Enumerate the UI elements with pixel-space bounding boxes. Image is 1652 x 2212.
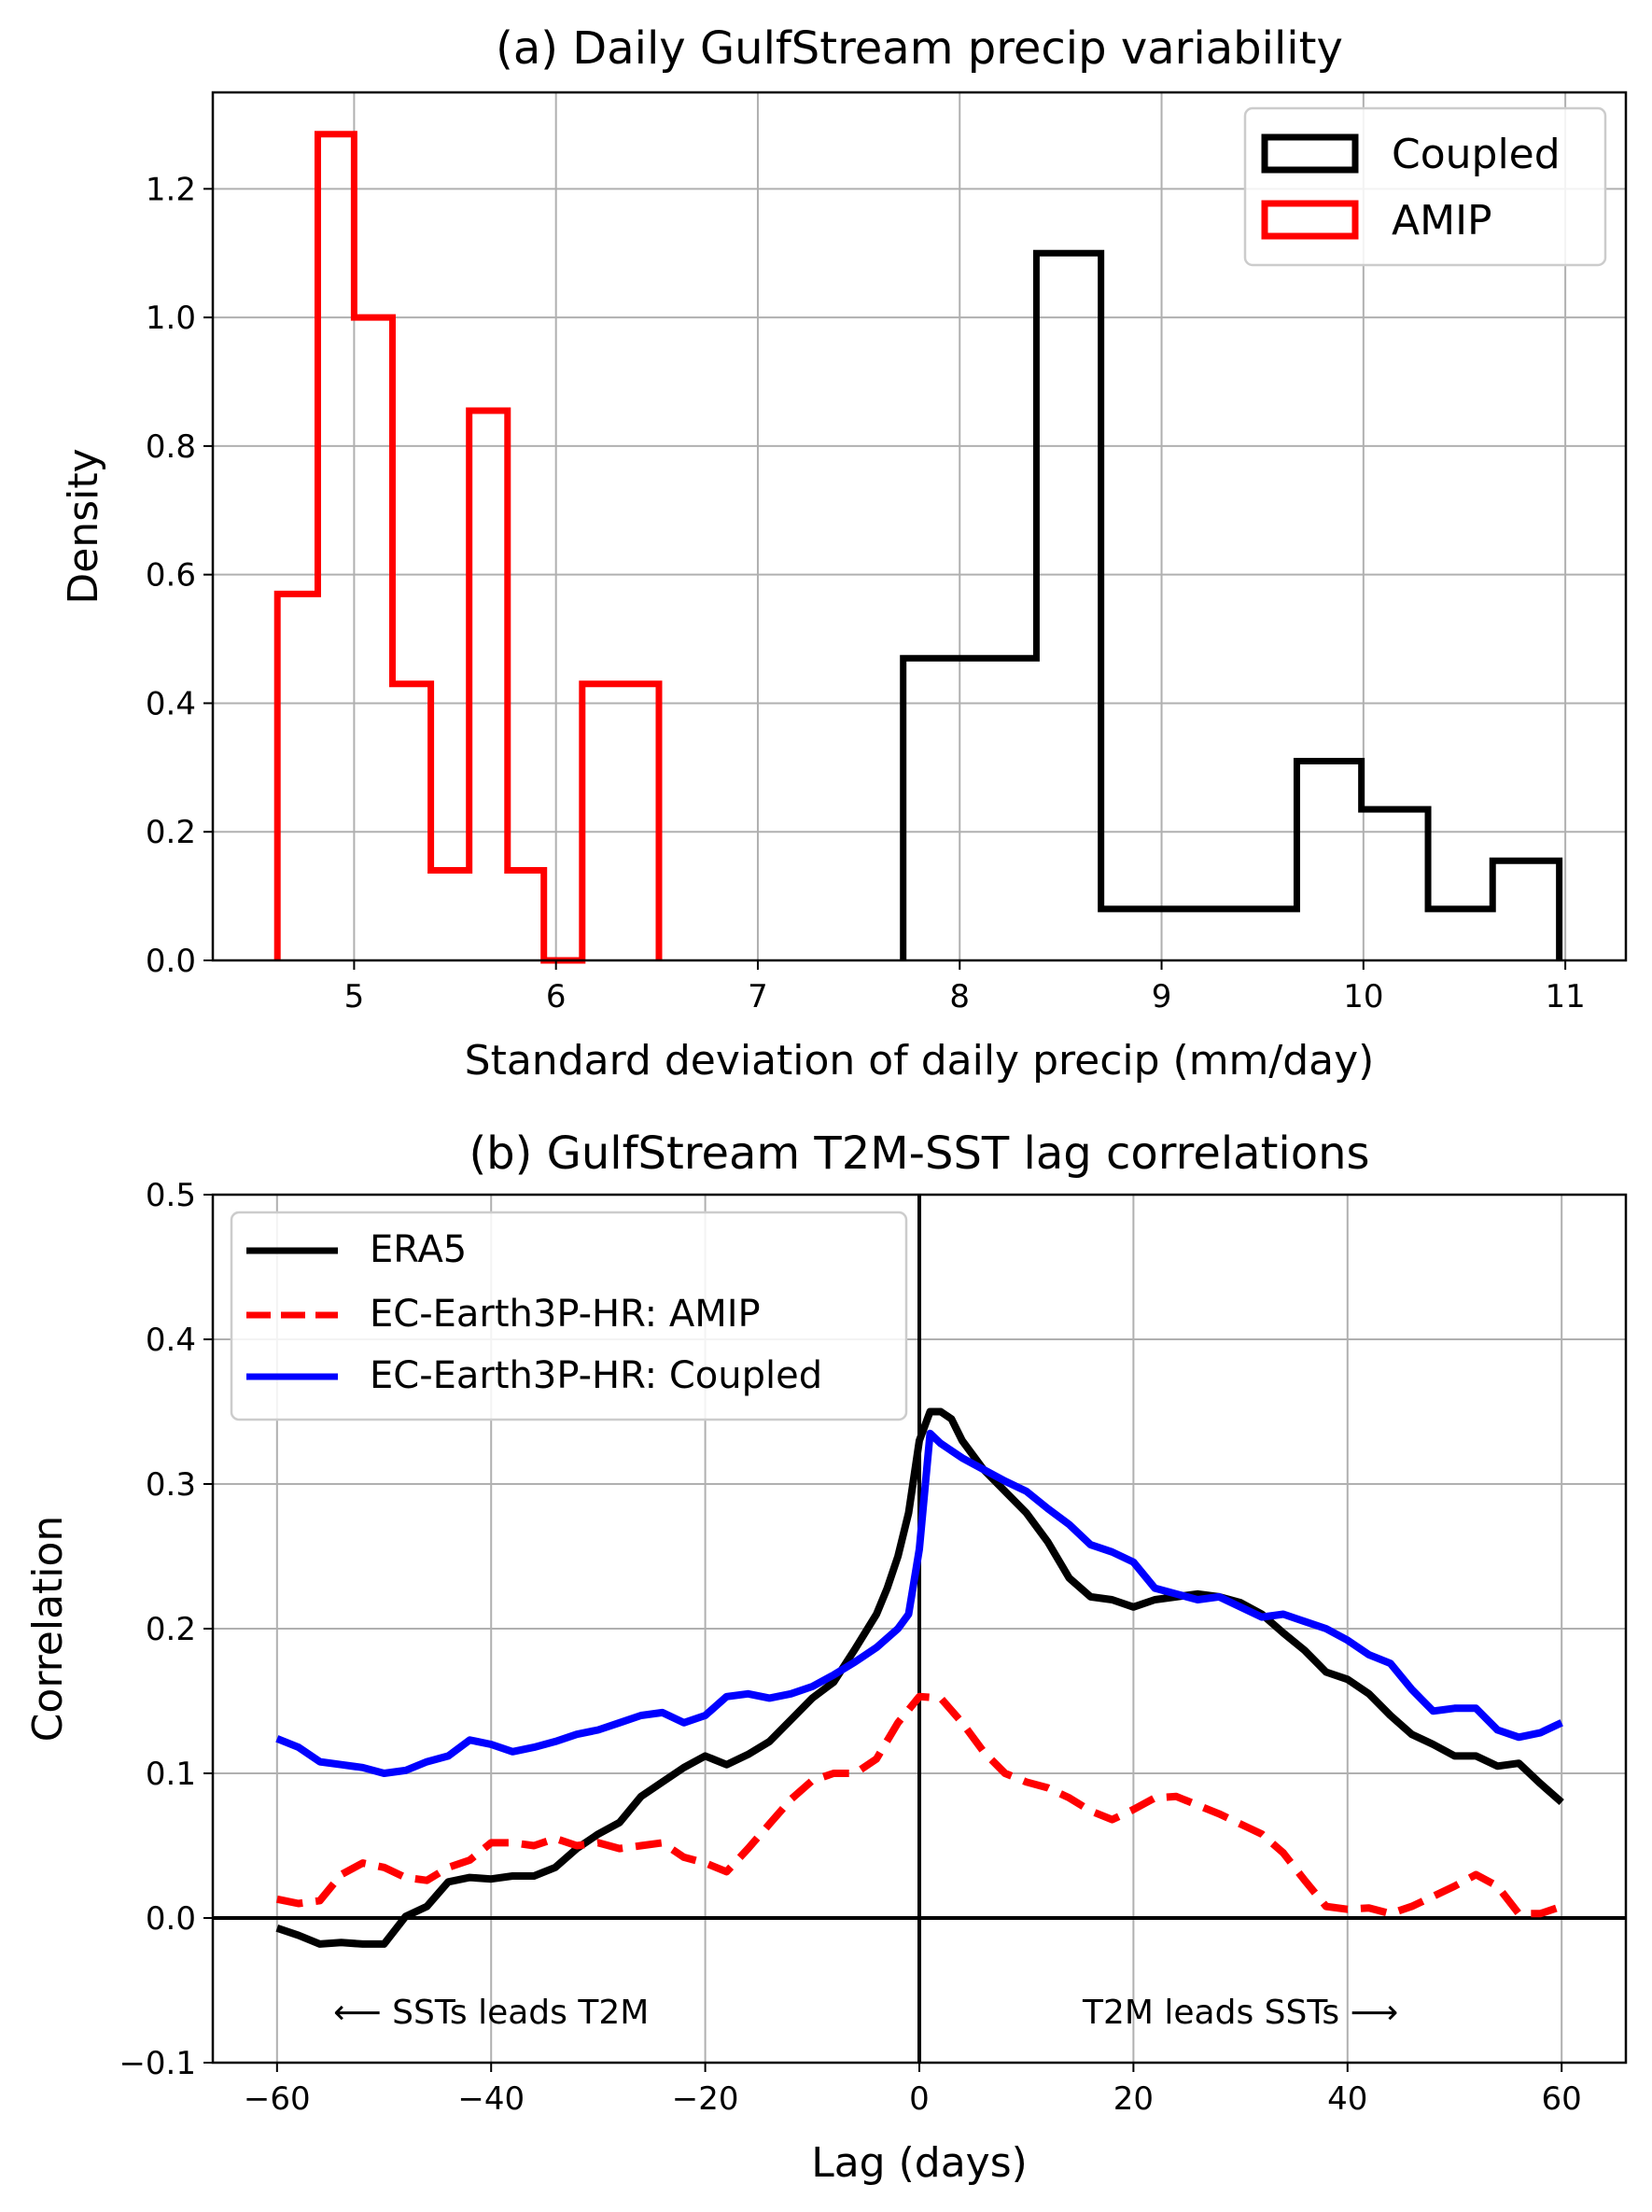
legend-frame <box>1243 106 1607 267</box>
legend-label-ec-earth-coupled: EC-Earth3P-HR: Coupled <box>370 1354 822 1397</box>
lag-correlation-x-tick-label: −60 <box>244 2080 311 2118</box>
lag-correlation-y-axis-label: Correlation <box>24 1516 72 1743</box>
legend-label-era5: ERA5 <box>370 1228 467 1271</box>
histogram-x-tick-label: 8 <box>949 978 970 1015</box>
lag-correlation-y-tick-label: 0.3 <box>146 1466 196 1504</box>
series-line-ec-earth3p-hr-coupled <box>275 1429 1563 1777</box>
histogram-x-tick-label: 5 <box>344 978 365 1015</box>
histogram-x-tick-label: 7 <box>748 978 768 1015</box>
series-line-era5 <box>275 1407 1564 1948</box>
annotation-t2m-leads-ssts: T2M leads SSTs ⟶ <box>1082 1994 1398 2032</box>
legend-label-ec-earth-amip: EC-Earth3P-HR: AMIP <box>370 1293 761 1336</box>
lag-correlation-y-tick-label: 0.0 <box>146 1900 196 1938</box>
histogram-step-coupled <box>900 249 1563 960</box>
histogram-y-tick-label: 0.2 <box>146 814 196 851</box>
lag-correlation-y-tick-label: 0.5 <box>146 1177 196 1214</box>
histogram-y-axis-label: Density <box>60 448 107 604</box>
lag-correlation-x-tick-label: −20 <box>672 2080 739 2118</box>
lag-correlation-y-tick-label: 0.2 <box>146 1611 196 1648</box>
histogram-y-tick-label: 1.2 <box>146 171 196 208</box>
legend-frame <box>230 1211 908 1421</box>
lag-correlation-y-tick-label: −0.1 <box>119 2045 196 2082</box>
histogram-x-tick-label: 11 <box>1545 978 1585 1015</box>
zero-reference-lines <box>213 1195 1626 2063</box>
histogram-y-tick-label: 0.0 <box>146 943 196 980</box>
lag-correlation-ticks: −60 −40 −20 0 20 40 60 −0.1 0.0 0.1 0.2 0.3 0.4 0.5 <box>119 1177 1581 2118</box>
histogram-legend: Coupled AMIP <box>1243 106 1607 267</box>
annotation-ssts-leads-t2m: ⟵ SSTs leads T2M <box>333 1994 649 2032</box>
lag-correlation-x-tick-label: −40 <box>457 2080 525 2118</box>
histogram-y-tick-label: 0.4 <box>146 685 196 722</box>
series-line-ec-earth3p-hr-amip <box>275 1692 1563 1918</box>
histogram-y-tick-label: 1.0 <box>146 300 196 337</box>
histogram-y-tick-label: 0.6 <box>146 557 196 595</box>
lag-correlation-lines <box>275 1407 1564 1948</box>
legend-label-coupled: Coupled <box>1392 131 1561 178</box>
legend-label-amip: AMIP <box>1392 197 1492 245</box>
histogram-axes-frame <box>211 91 1628 962</box>
lag-correlation-x-tick-label: 60 <box>1542 2080 1582 2118</box>
lag-correlation-y-tick-label: 0.1 <box>146 1756 196 1793</box>
lag-correlation-x-axis-label: Lag (days) <box>811 2139 1028 2187</box>
histogram-bars <box>273 131 1563 964</box>
histogram-step-amip <box>273 131 663 964</box>
histogram-x-tick-label: 6 <box>546 978 567 1015</box>
legend-swatch-amip <box>1261 200 1359 240</box>
lag-correlation-legend: ERA5 EC-Earth3P-HR: AMIP EC-Earth3P-HR: … <box>230 1211 908 1421</box>
lag-correlation-x-tick-label: 40 <box>1327 2080 1367 2118</box>
histogram-x-tick-label: 9 <box>1152 978 1172 1015</box>
lag-correlation-x-tick-label: 20 <box>1113 2080 1154 2118</box>
lag-correlation-panel: (b) GulfStream T2M-SST lag correlations … <box>24 1127 1628 2187</box>
lag-correlation-title: (b) GulfStream T2M-SST lag correlations <box>469 1127 1369 1180</box>
lag-correlation-y-tick-label: 0.4 <box>146 1322 196 1359</box>
histogram-y-tick-label: 0.8 <box>146 428 196 466</box>
histogram-ticks: 5 6 7 8 9 10 11 0.0 0.2 0.4 0.6 0.8 1.0 1.2 <box>146 171 1586 1015</box>
legend-swatch-coupled <box>1261 133 1359 174</box>
histogram-x-tick-label: 10 <box>1343 978 1383 1015</box>
histogram-x-axis-label: Standard deviation of daily precip (mm/d… <box>465 1037 1375 1085</box>
histogram-title: (a) Daily GulfStream precip variability <box>496 22 1343 75</box>
histogram-panel: (a) Daily GulfStream precip variability … <box>60 22 1628 1085</box>
lag-correlation-x-tick-label: 0 <box>909 2080 930 2118</box>
